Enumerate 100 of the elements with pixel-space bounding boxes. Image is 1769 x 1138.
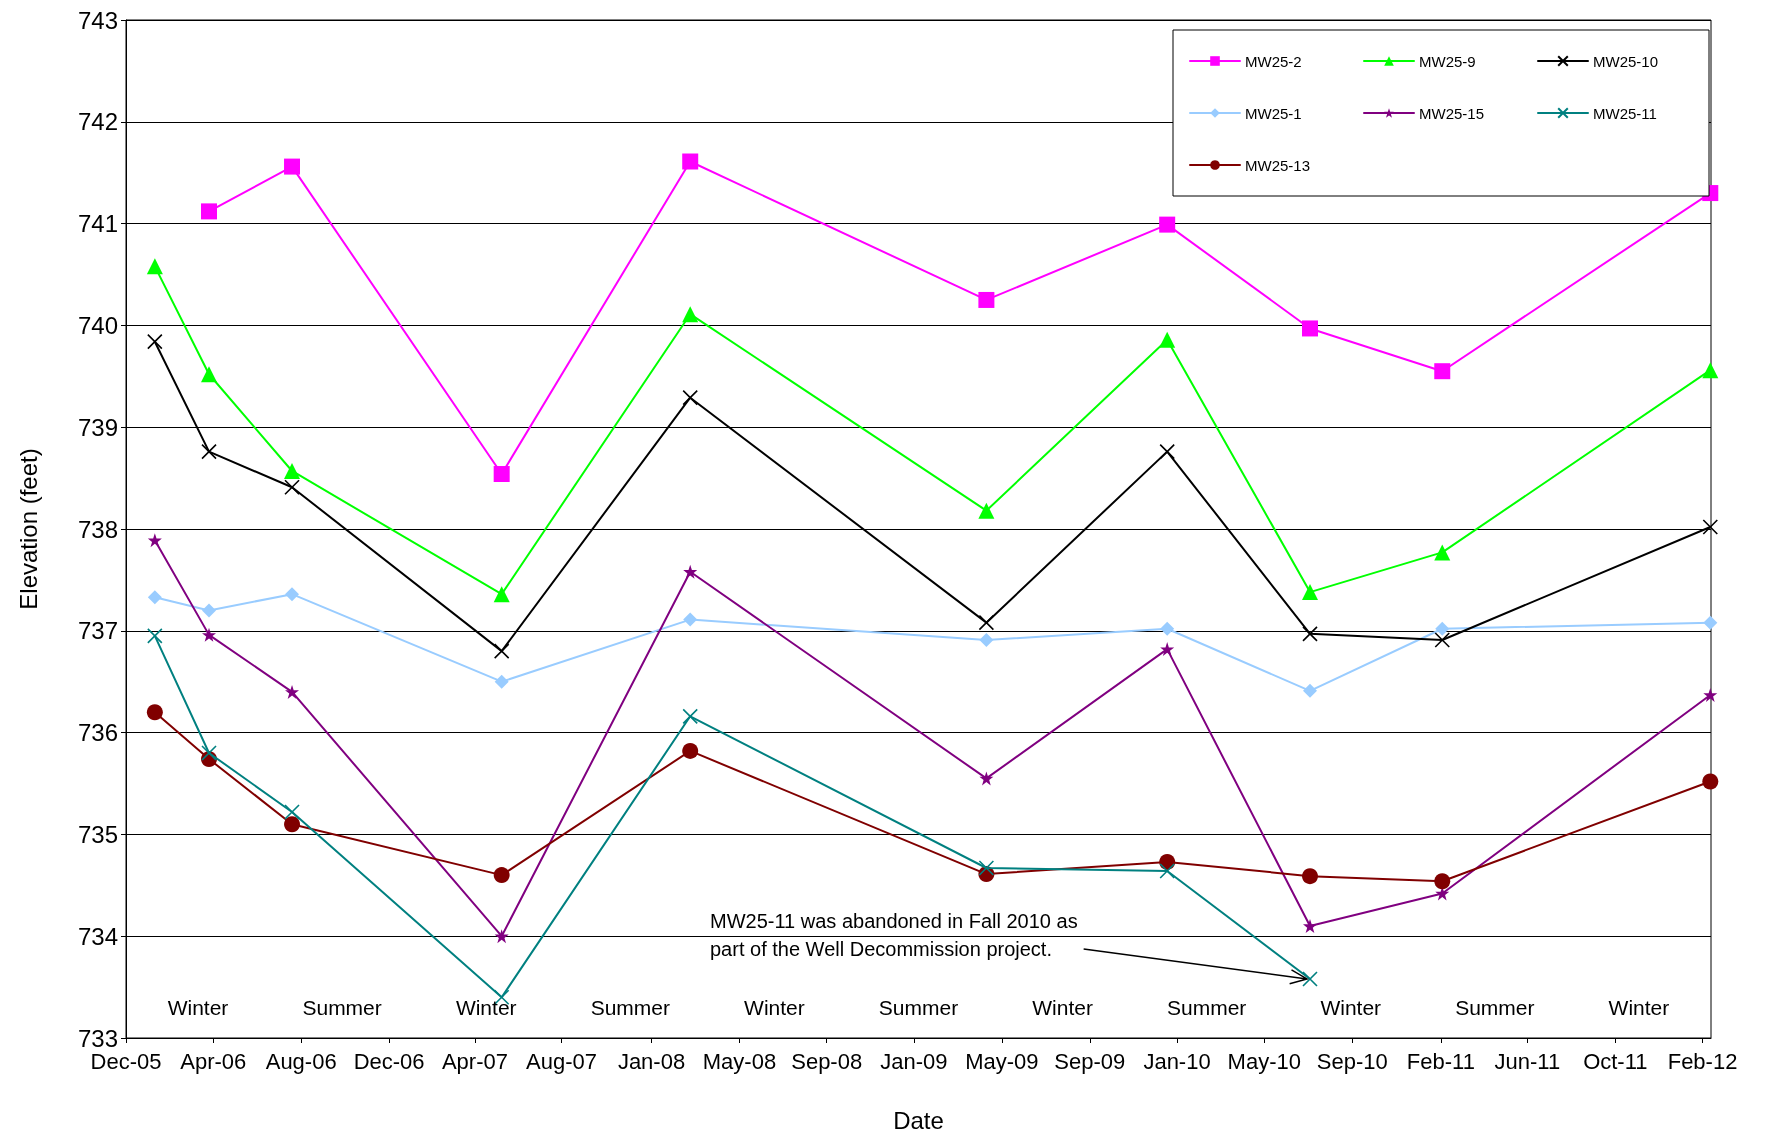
annotation: Summer [1166, 996, 1247, 1020]
x-tick-label: Apr-07 [441, 1048, 508, 1074]
y-tick-label: 734 [77, 922, 118, 950]
point [494, 674, 509, 689]
point [284, 816, 301, 833]
y-tick-label: 742 [77, 108, 118, 136]
point [1702, 362, 1719, 379]
y-tick-label: 741 [77, 210, 118, 238]
point [201, 366, 218, 383]
x-tick-label: Jan-08 [617, 1048, 686, 1074]
point [1702, 773, 1719, 790]
point [146, 258, 163, 275]
y-tick-label: 743 [77, 6, 118, 34]
point [1435, 621, 1450, 636]
x-tick-label: May-10 [1227, 1048, 1301, 1074]
annotation: Winter [167, 996, 229, 1020]
point [284, 158, 301, 175]
point [978, 860, 995, 876]
point [493, 466, 510, 483]
point [682, 153, 699, 170]
point [202, 627, 217, 642]
legend-label: MW25-9 [1419, 52, 1476, 70]
point [1434, 873, 1451, 890]
x-tick-label: Dec-06 [353, 1048, 425, 1074]
point [146, 704, 163, 721]
point [1159, 331, 1176, 348]
point [1434, 363, 1451, 380]
legend-label: MW25-13 [1245, 156, 1311, 174]
legend-label: MW25-1 [1245, 104, 1302, 122]
point [1302, 320, 1318, 337]
point [978, 502, 995, 519]
point [1159, 216, 1176, 233]
x-tick-label: Jan-10 [1143, 1048, 1211, 1074]
annotation: Summer [1455, 996, 1535, 1020]
point [147, 533, 162, 548]
x-tick-label: Sep-10 [1316, 1048, 1388, 1074]
x-tick-label: Aug-06 [265, 1048, 337, 1074]
x-tick-label: Apr-06 [180, 1048, 247, 1074]
x-tick-label: Sep-09 [1054, 1048, 1126, 1074]
point [1703, 615, 1718, 630]
point [1702, 519, 1719, 535]
x-axis-title: Date [893, 1106, 944, 1134]
legend-label: MW25-15 [1419, 104, 1485, 122]
point [1303, 683, 1317, 698]
point [1302, 868, 1318, 885]
point [147, 333, 163, 350]
point [147, 590, 162, 605]
point [682, 306, 699, 323]
y-tick-label: 739 [77, 413, 118, 441]
y-tick-label: 737 [77, 617, 118, 645]
x-tick-label: Oct-11 [1583, 1048, 1648, 1074]
point [1303, 919, 1317, 934]
point [201, 203, 218, 220]
y-tick-label: 738 [77, 515, 118, 543]
y-tick-label: 735 [77, 820, 118, 848]
x-tick-label: May-08 [702, 1048, 777, 1074]
point [201, 443, 217, 460]
point [202, 603, 217, 618]
point [1302, 971, 1318, 987]
x-tick-label: Jan-09 [880, 1048, 948, 1074]
annotation: Winter [744, 996, 805, 1020]
point [1160, 621, 1175, 636]
point [1159, 443, 1175, 460]
point [682, 389, 699, 406]
legend-label: MW25-2 [1245, 52, 1302, 70]
x-tick-label: Jun-11 [1494, 1048, 1561, 1074]
point [1302, 584, 1318, 601]
x-tick-label: May-09 [965, 1048, 1039, 1074]
legend-label: MW25-11 [1593, 104, 1657, 122]
point [979, 771, 994, 786]
point [1302, 626, 1318, 642]
point [1159, 863, 1175, 879]
point [978, 291, 995, 308]
annotation: Winter [1320, 996, 1382, 1020]
point [493, 867, 510, 884]
point [284, 462, 301, 479]
y-tick-label: 740 [77, 311, 118, 339]
x-tick-label: Feb-12 [1667, 1048, 1738, 1074]
annotation: Summer [302, 996, 382, 1020]
point [494, 929, 509, 944]
point [682, 742, 699, 759]
point [493, 643, 510, 659]
point [1434, 632, 1451, 648]
y-tick-label: 736 [77, 719, 118, 747]
annotation: Summer [590, 996, 670, 1020]
x-tick-label: Feb-11 [1406, 1048, 1475, 1074]
point [284, 479, 300, 496]
annotation: Winter [455, 996, 517, 1020]
x-tick-label: Aug-07 [525, 1048, 597, 1074]
point [284, 804, 300, 820]
annotation: Winter [1608, 996, 1670, 1020]
point [493, 586, 510, 603]
point [1434, 544, 1451, 561]
legend-label: MW25-10 [1593, 52, 1659, 70]
point [978, 614, 995, 631]
annotation: Winter [1032, 996, 1093, 1020]
point [683, 564, 698, 579]
point [1160, 642, 1175, 657]
point [147, 628, 163, 644]
point [683, 612, 698, 627]
